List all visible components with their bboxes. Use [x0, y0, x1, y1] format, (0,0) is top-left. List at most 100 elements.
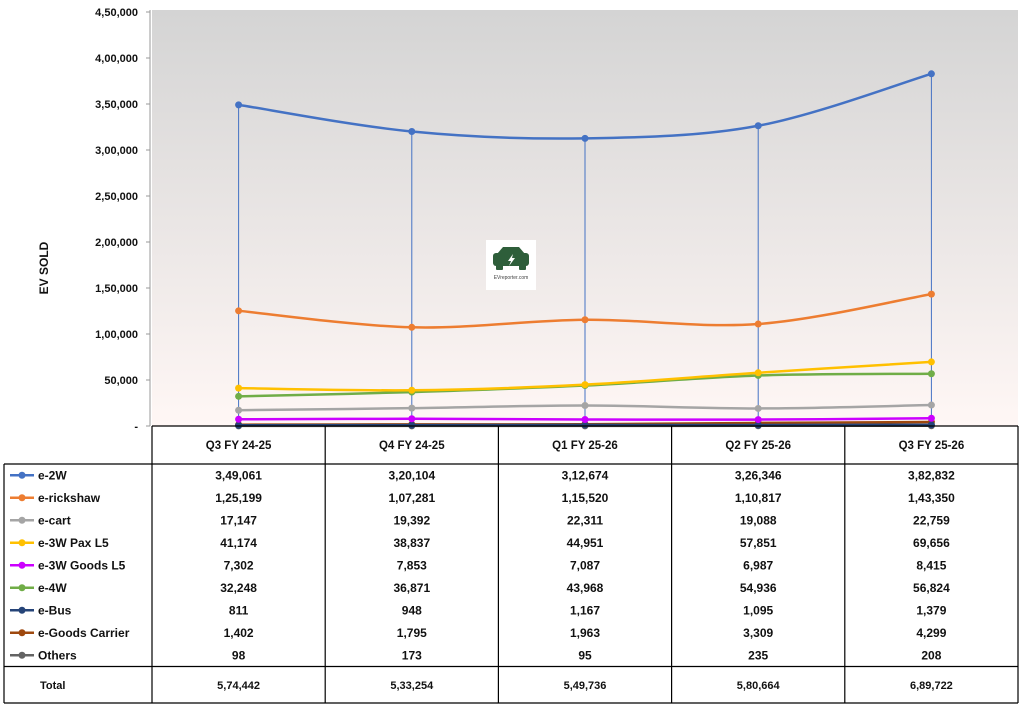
y-tick-label: 3,50,000: [95, 99, 138, 111]
legend-label: e-Goods Carrier: [38, 626, 130, 640]
y-tick-label: -: [134, 421, 138, 433]
legend-marker: [18, 629, 26, 637]
legend-label: e-2W: [38, 468, 67, 482]
data-point: [581, 401, 589, 409]
data-point: [754, 369, 762, 377]
table-cell: 7,853: [397, 558, 427, 572]
data-point: [235, 101, 243, 109]
table-cell: 17,147: [220, 513, 257, 527]
total-cell: 6,89,722: [910, 680, 953, 692]
table-cell: 1,095: [743, 603, 773, 617]
y-tick-label: 2,50,000: [95, 191, 138, 203]
data-point: [408, 386, 416, 394]
table-row: e-rickshaw 1,25,199 1,07,281 1,15,520 1,10,8…: [10, 491, 955, 505]
x-category-label: Q3 FY 25-26: [899, 440, 965, 452]
table-row: e-3W Pax L5 41,174 38,837 44,951 57,851 69,65…: [10, 536, 950, 550]
data-point: [408, 415, 416, 423]
table-row: e-4W 32,248 36,871 43,968 54,936 56,824: [10, 581, 950, 595]
table-cell: 3,20,104: [388, 468, 435, 482]
series-e-3w-goods-l5: [235, 414, 935, 424]
data-point: [927, 358, 935, 366]
data-point: [754, 416, 762, 424]
series-lines: [235, 70, 935, 430]
data-point: [754, 421, 762, 429]
table-cell: 1,07,281: [388, 491, 435, 505]
data-point: [581, 316, 589, 324]
table-cell: 44,951: [567, 536, 604, 550]
y-tick-label: 3,00,000: [95, 145, 138, 157]
data-point: [581, 381, 589, 389]
table-cell: 948: [402, 603, 422, 617]
data-point: [408, 421, 416, 429]
table-cell: 7,302: [224, 558, 254, 572]
data-point: [927, 290, 935, 298]
x-category-label: Q3 FY 24-25: [206, 440, 272, 452]
y-axis: - 50,000 1,00,000 1,50,000 2,00,000 2,50,000 3…: [95, 7, 151, 433]
total-cell: 5,80,664: [737, 680, 781, 692]
table-cell: 54,936: [740, 581, 777, 595]
y-tick-label: 4,00,000: [95, 53, 138, 65]
table-cell: 32,248: [220, 581, 257, 595]
legend-label: e-rickshaw: [38, 491, 101, 505]
table-cell: 57,851: [740, 536, 777, 550]
x-category-label: Q1 FY 25-26: [552, 440, 618, 452]
table-cell: 3,309: [743, 626, 773, 640]
legend-marker: [18, 584, 26, 592]
data-point: [754, 122, 762, 130]
legend-marker: [18, 539, 26, 547]
data-point: [408, 404, 416, 412]
watermark-text: EVreporter.com: [494, 275, 529, 281]
table-cell: 22,311: [567, 513, 603, 527]
table-row: e-2W 3,49,061 3,20,104 3,12,674 3,26,346 3,82…: [10, 468, 955, 482]
y-axis-label: EV SOLD: [37, 241, 51, 294]
table-row: e-cart 17,147 19,392 22,311 19,088 22,759: [10, 513, 950, 527]
series-e-rickshaw: [235, 290, 935, 331]
data-point: [927, 70, 935, 78]
data-point: [235, 392, 243, 400]
table-cell: 19,392: [393, 513, 430, 527]
legend-marker: [18, 651, 26, 659]
table-cell: 22,759: [913, 513, 950, 527]
table-cell: 235: [748, 648, 768, 662]
legend-label: Others: [38, 648, 77, 662]
table-cell: 4,299: [916, 626, 946, 640]
data-point: [927, 370, 935, 378]
y-tick-label: 2,00,000: [95, 237, 138, 249]
table-cell: 1,15,520: [562, 491, 609, 505]
table-cell: 1,795: [397, 626, 427, 640]
legend-marker: [18, 494, 26, 502]
series-e-3w-pax-l5: [235, 358, 935, 394]
table-row: Others 98 173 95 235 208: [10, 648, 942, 662]
x-category-label: Q2 FY 25-26: [725, 440, 791, 452]
series-e-2w: [235, 70, 935, 142]
legend-label: e-cart: [38, 513, 71, 527]
series-e-cart: [235, 401, 935, 414]
table-cell: 95: [578, 648, 592, 662]
table-cell: 3,49,061: [215, 468, 262, 482]
total-cell: 5,74,442: [217, 680, 260, 692]
data-point: [927, 414, 935, 422]
data-point: [581, 415, 589, 423]
data-point: [235, 406, 243, 414]
table-cell: 1,25,199: [215, 491, 262, 505]
ev-car-logo-icon: [493, 247, 529, 270]
data-table: Q3 FY 24-25 Q4 FY 24-25 Q1 FY 25-26 Q2 FY 2…: [3, 425, 1019, 704]
table-cell: 208: [921, 648, 941, 662]
data-point: [408, 323, 416, 331]
table-cell: 38,837: [393, 536, 430, 550]
legend-marker: [18, 561, 26, 569]
data-point: [235, 384, 243, 392]
legend-label: e-4W: [38, 581, 67, 595]
table-cell: 1,10,817: [735, 491, 782, 505]
data-point: [235, 421, 243, 429]
data-point: [754, 404, 762, 412]
legend-label: e-3W Goods L5: [38, 558, 126, 572]
data-point: [235, 307, 243, 315]
table-cell: 3,82,832: [908, 468, 955, 482]
table-cell: 1,963: [570, 626, 600, 640]
table-cell: 41,174: [220, 536, 257, 550]
total-cell: 5,33,254: [390, 680, 434, 692]
table-cell: 1,402: [224, 626, 254, 640]
legend-marker: [18, 516, 26, 524]
